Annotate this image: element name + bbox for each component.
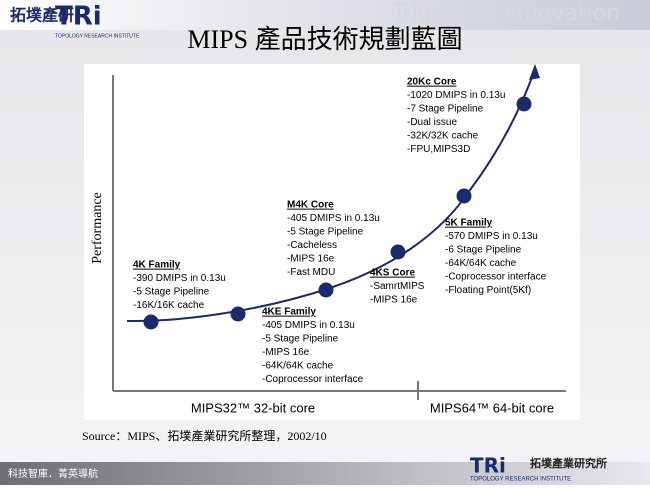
node-spec: -5 Stage Pipeline [262, 334, 339, 345]
trend-arrow [529, 64, 540, 80]
node-spec: -Floating Point(5Kf) [445, 285, 531, 296]
node-spec: -64K/64K cache [445, 258, 517, 269]
diagram-box [84, 64, 580, 420]
node-title: M4K Core [287, 200, 334, 211]
node-spec: -Dual issue [407, 117, 457, 128]
footer-band [0, 462, 650, 485]
node-spec: -SamrtMIPS [370, 281, 425, 292]
header-logo-cn: 拓墣產研 [10, 6, 74, 25]
node-title: 4K Family [133, 260, 181, 271]
node-dot [516, 96, 532, 112]
node-spec: -64K/64K cache [262, 361, 334, 372]
node-dot [390, 244, 406, 260]
header-tagline: Trigger of Innovation [391, 1, 620, 26]
y-axis-label: Performance [90, 192, 105, 264]
header-band [0, 0, 650, 30]
node-dot [143, 314, 159, 330]
node-dot [318, 282, 334, 298]
node-spec: -32K/32K cache [407, 131, 479, 142]
node-spec: -MIPS 16e [370, 295, 418, 306]
node-spec: -Fast MDU [287, 267, 335, 278]
node-spec: -MIPS 16e [287, 254, 335, 265]
node-spec: -5 Stage Pipeline [287, 227, 364, 238]
node-spec: -Cacheless [287, 240, 337, 251]
node-spec: -1020 DMIPS in 0.13u [407, 90, 505, 101]
node-title: 5K Family [445, 218, 493, 229]
node-spec: -570 DMIPS in 0.13u [445, 231, 538, 242]
footer-logo-sub: TOPOLOGY RESEARCH INSTITUTE [470, 477, 571, 483]
x-segment-label: MIPS32™ 32-bit core [191, 400, 315, 415]
node-dot [230, 306, 246, 322]
node-spec: -Coprocessor interface [445, 272, 547, 283]
node-dot [456, 188, 472, 204]
x-segment-label: MIPS64™ 64-bit core [430, 400, 554, 415]
header-logo-en: TRi [55, 2, 102, 32]
footer-logo-cn: 拓墣產業研究所 [530, 456, 607, 470]
node-title: 20Kc Core [407, 77, 457, 88]
node-spec: -Coprocessor interface [262, 374, 364, 385]
node-spec: -6 Stage Pipeline [445, 245, 522, 256]
node-title: 4KE Family [262, 307, 316, 318]
node-title: 4KS Core [370, 268, 415, 279]
node-spec: -405 DMIPS in 0.13u [262, 320, 355, 331]
node-spec: -405 DMIPS in 0.13u [287, 213, 380, 224]
footer-slogan: 科技智庫．菁英導航 [8, 467, 98, 480]
node-spec: -5 Stage Pipeline [133, 287, 210, 298]
slide-title: MIPS 產品技術規劃藍圖 [187, 25, 462, 54]
source-note: Source：MIPS、拓墣產業研究所整理，2002/10 [82, 428, 327, 443]
node-spec: -FPU,MIPS3D [407, 144, 470, 155]
footer-logo-en: TRi [470, 454, 506, 478]
node-spec: -MIPS 16e [262, 347, 310, 358]
node-spec: -16K/16K cache [133, 300, 205, 311]
header-logo-sub: TOPOLOGY RESEARCH INSTITUTE [55, 33, 140, 39]
node-spec: -7 Stage Pipeline [407, 104, 484, 115]
node-spec: -390 DMIPS in 0.13u [133, 273, 226, 284]
